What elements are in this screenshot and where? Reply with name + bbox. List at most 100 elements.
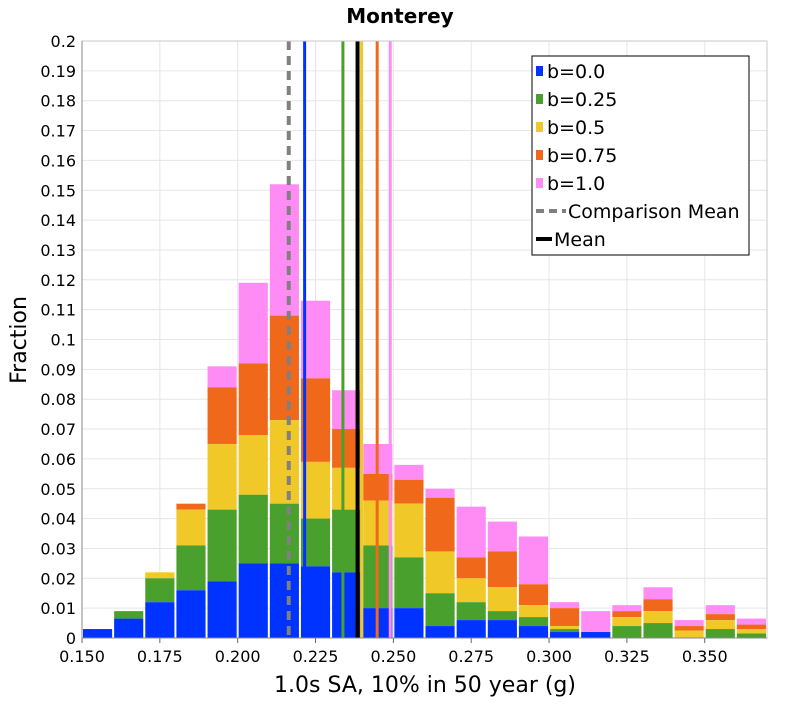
x-tick-label: 0.250	[370, 647, 416, 666]
histogram-bar	[176, 545, 206, 591]
histogram-bar	[612, 617, 642, 627]
histogram-bar	[238, 363, 268, 436]
y-tick-label: 0.12	[40, 271, 76, 290]
y-tick-label: 0.18	[40, 92, 76, 111]
histogram-bar	[487, 521, 517, 552]
histogram-bar	[643, 587, 673, 600]
histogram-bar	[705, 605, 735, 615]
histogram-bar	[176, 503, 206, 510]
histogram-bar	[518, 536, 549, 585]
histogram-bar	[207, 366, 237, 388]
y-tick-label: 0.09	[40, 360, 76, 379]
legend-swatch	[536, 150, 543, 160]
histogram-bar	[456, 506, 486, 558]
y-tick-label: 0.15	[40, 181, 76, 200]
mean-lines-layer	[286, 41, 392, 638]
y-tick-label: 0.13	[40, 241, 76, 260]
y-tick-label: 0.11	[40, 301, 76, 320]
histogram-bar	[207, 443, 237, 510]
y-tick-label: 0.08	[40, 390, 76, 409]
histogram-bar	[269, 503, 299, 564]
legend-label: b=0.5	[547, 117, 605, 139]
legend-swatch	[536, 122, 543, 132]
histogram-bar	[238, 563, 268, 638]
histogram-bar	[456, 557, 486, 579]
histogram-bar	[674, 620, 704, 627]
histogram-bar	[238, 282, 268, 364]
histogram-bar	[145, 572, 175, 579]
histogram-bar	[550, 626, 580, 630]
histogram-bar	[425, 488, 455, 498]
y-tick-label: 0.06	[40, 450, 76, 469]
histogram-bar	[145, 602, 175, 638]
legend-swatch	[536, 94, 543, 104]
histogram-bar	[269, 420, 299, 504]
histogram-bar	[518, 617, 549, 627]
y-tick-label: 0.16	[40, 151, 76, 170]
histogram-bar	[394, 608, 424, 638]
histogram-bar	[456, 602, 486, 621]
y-tick-label: 0	[66, 629, 76, 648]
y-axis-label: Fraction	[7, 296, 32, 384]
y-tick-label: 0.01	[40, 599, 76, 618]
histogram-bar	[425, 593, 455, 627]
x-tick-label: 0.200	[215, 647, 261, 666]
legend-label: b=0.25	[547, 89, 617, 111]
x-axis-label: 1.0s SA, 10% in 50 year (g)	[274, 673, 576, 698]
histogram-bar	[238, 494, 268, 564]
legend-label: b=0.0	[547, 61, 605, 83]
y-tick-label: 0.07	[40, 420, 76, 439]
histogram-bar	[425, 497, 455, 552]
x-tick-label: 0.275	[448, 647, 494, 666]
histogram-bar	[207, 387, 237, 444]
histogram-bar	[83, 629, 113, 638]
y-tick-label: 0.05	[40, 480, 76, 499]
axes-layer: 0 0.01 0.02 0.03 0.04 0.05 0.06 0.07 0.08 0.09 0.1…	[40, 32, 768, 666]
y-tick-label: 0.03	[40, 539, 76, 558]
y-tick-label: 0.04	[40, 510, 76, 529]
x-tick-label: 0.325	[604, 647, 650, 666]
histogram-bar	[550, 629, 580, 633]
histogram-bar	[550, 608, 580, 627]
histogram-bar	[550, 602, 580, 609]
chart-title: Monterey	[346, 4, 453, 28]
histogram-bar	[269, 563, 299, 638]
histogram-bar	[176, 509, 206, 546]
y-tick-label: 0.14	[40, 211, 76, 230]
histogram-bar	[145, 578, 175, 603]
x-tick-label: 0.300	[526, 647, 572, 666]
legend-label: b=0.75	[547, 145, 617, 167]
histogram-bar	[643, 623, 673, 638]
legend-label: Comparison Mean	[568, 201, 740, 223]
histogram-bar	[394, 503, 424, 558]
histogram-bar	[207, 509, 237, 582]
histogram-bar	[487, 620, 517, 638]
histogram-bar	[394, 479, 424, 504]
histogram-bar	[487, 611, 517, 621]
histogram-bar	[518, 605, 549, 618]
x-tick-label: 0.350	[682, 647, 728, 666]
legend: b=0.0 b=0.25 b=0.5 b=0.75 b=1.0 Comparison Me…	[531, 55, 750, 256]
histogram-bar	[705, 629, 735, 638]
histogram-bar	[736, 633, 766, 638]
y-tick-label: 0.1	[51, 331, 76, 350]
histogram-bar	[674, 626, 704, 631]
histogram-bar	[643, 611, 673, 624]
histogram-bar	[518, 584, 549, 606]
histogram-bar	[456, 578, 486, 603]
y-tick-label: 0.2	[51, 32, 76, 51]
histogram-bar	[550, 632, 580, 638]
legend-swatch	[536, 66, 543, 76]
y-tick-label: 0.17	[40, 122, 76, 141]
legend-box	[531, 55, 750, 256]
legend-label: Mean	[554, 229, 606, 251]
histogram-bar	[612, 611, 642, 618]
legend-label: b=1.0	[547, 173, 605, 195]
histogram-bar	[643, 599, 673, 612]
histogram-bar	[736, 629, 766, 634]
x-tick-label: 0.225	[293, 647, 339, 666]
histogram-bar	[269, 184, 299, 316]
y-tick-label: 0.02	[40, 569, 76, 588]
histogram-bar	[736, 624, 766, 630]
